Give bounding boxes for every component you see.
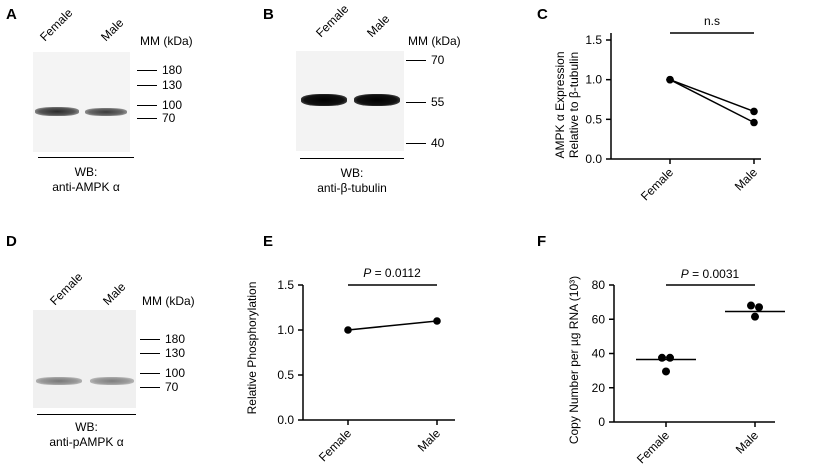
y-tick-label: 1.0 bbox=[585, 73, 602, 87]
x-tick-label: Female bbox=[634, 428, 672, 465]
mm-marker: 40 bbox=[406, 136, 444, 150]
blot-band bbox=[354, 94, 400, 106]
panel-b-letter: B bbox=[263, 6, 274, 23]
x-tick-label: Male bbox=[415, 426, 444, 455]
x-tick-label: Male bbox=[733, 428, 762, 457]
lane-label-male: Male bbox=[98, 15, 127, 44]
y-axis-label: Relative Phosphorylation bbox=[245, 282, 259, 415]
blot-band bbox=[36, 377, 82, 385]
mm-marker: 130 bbox=[137, 78, 182, 92]
y-tick-label: 1.5 bbox=[585, 33, 602, 47]
y-axis-label: AMPK α Expression bbox=[553, 52, 567, 159]
data-point bbox=[344, 326, 352, 334]
mm-marker: 55 bbox=[406, 95, 444, 109]
lane-label-female: Female bbox=[313, 1, 352, 41]
chart-e: Relative Phosphorylation P = 0.0112 0.0 0… bbox=[245, 266, 455, 464]
p-value-annotation: P = 0.0112 bbox=[363, 266, 421, 280]
y-axis-label: Copy Number per µg RNA (10³) bbox=[567, 276, 581, 444]
mm-title: MM (kDa) bbox=[408, 34, 461, 48]
data-point bbox=[658, 353, 666, 362]
x-tick-label: Female bbox=[316, 426, 354, 464]
y-tick-label: 80 bbox=[592, 278, 606, 292]
data-point bbox=[755, 303, 763, 312]
lane-label-male: Male bbox=[364, 11, 393, 40]
panel-c-letter: C bbox=[537, 6, 548, 23]
y-tick-label: 1.5 bbox=[277, 278, 294, 292]
data-point bbox=[433, 317, 441, 325]
western-blot-image bbox=[33, 52, 130, 152]
wb-label: WB: anti-AMPK α bbox=[52, 165, 120, 194]
mm-marker: 70 bbox=[137, 111, 175, 125]
data-point bbox=[751, 312, 759, 321]
lane-label-female: Female bbox=[47, 269, 86, 308]
data-point bbox=[666, 75, 674, 84]
wb-label: WB: anti-β-tubulin bbox=[317, 166, 387, 195]
mm-marker: 180 bbox=[140, 332, 185, 346]
significance-annotation: n.s bbox=[704, 14, 720, 28]
mm-marker: 130 bbox=[140, 346, 185, 360]
wb-underline bbox=[38, 157, 134, 158]
x-tick-label: Male bbox=[732, 165, 761, 194]
y-tick-label: 40 bbox=[592, 347, 606, 361]
mm-marker: 180 bbox=[137, 63, 182, 77]
y-tick-label: 1.0 bbox=[277, 323, 294, 337]
data-point bbox=[750, 118, 758, 127]
blot-band bbox=[90, 377, 134, 385]
lane-label-female: Female bbox=[37, 5, 76, 45]
chart-f: Copy Number per µg RNA (10³) P = 0.0031 … bbox=[567, 267, 785, 465]
mm-marker: 100 bbox=[140, 366, 185, 380]
wb-underline bbox=[37, 414, 136, 415]
y-tick-label: 0 bbox=[598, 415, 605, 429]
y-tick-label: 0.0 bbox=[277, 413, 294, 427]
wb-underline bbox=[300, 158, 404, 159]
lane-label-male: Male bbox=[100, 279, 129, 308]
x-tick-label: Female bbox=[638, 165, 676, 203]
mm-title: MM (kDa) bbox=[140, 34, 193, 48]
mm-marker: 100 bbox=[137, 98, 182, 112]
panel-a-letter: A bbox=[6, 6, 17, 23]
panel-f-letter: F bbox=[537, 233, 547, 250]
blot-band bbox=[301, 94, 347, 106]
data-point bbox=[662, 367, 670, 376]
data-point bbox=[747, 301, 755, 310]
series-line bbox=[669, 78, 755, 124]
y-tick-label: 0.5 bbox=[277, 368, 294, 382]
series-line bbox=[347, 320, 438, 331]
western-blot-image bbox=[33, 310, 136, 408]
western-blot-image bbox=[296, 51, 404, 151]
mm-marker: 70 bbox=[140, 380, 178, 394]
wb-label: WB: anti-pAMPK α bbox=[49, 420, 124, 449]
y-axis-label: Relative to β-tubulin bbox=[567, 52, 581, 158]
y-tick-label: 0.0 bbox=[585, 152, 602, 166]
data-point bbox=[666, 353, 674, 362]
y-tick-label: 20 bbox=[592, 381, 606, 395]
data-point bbox=[750, 107, 758, 116]
p-value-annotation: P = 0.0031 bbox=[681, 267, 740, 281]
y-tick-label: 0.5 bbox=[585, 112, 602, 126]
series-line bbox=[669, 78, 755, 113]
panel-d-letter: D bbox=[6, 233, 17, 250]
mm-title: MM (kDa) bbox=[142, 294, 195, 308]
y-tick-label: 60 bbox=[592, 312, 606, 326]
blot-band bbox=[35, 107, 79, 116]
blot-band bbox=[85, 108, 127, 116]
chart-c: AMPK α Expression Relative to β-tubulin … bbox=[553, 14, 761, 203]
mm-marker: 70 bbox=[406, 53, 444, 67]
panel-e-letter: E bbox=[263, 233, 274, 250]
